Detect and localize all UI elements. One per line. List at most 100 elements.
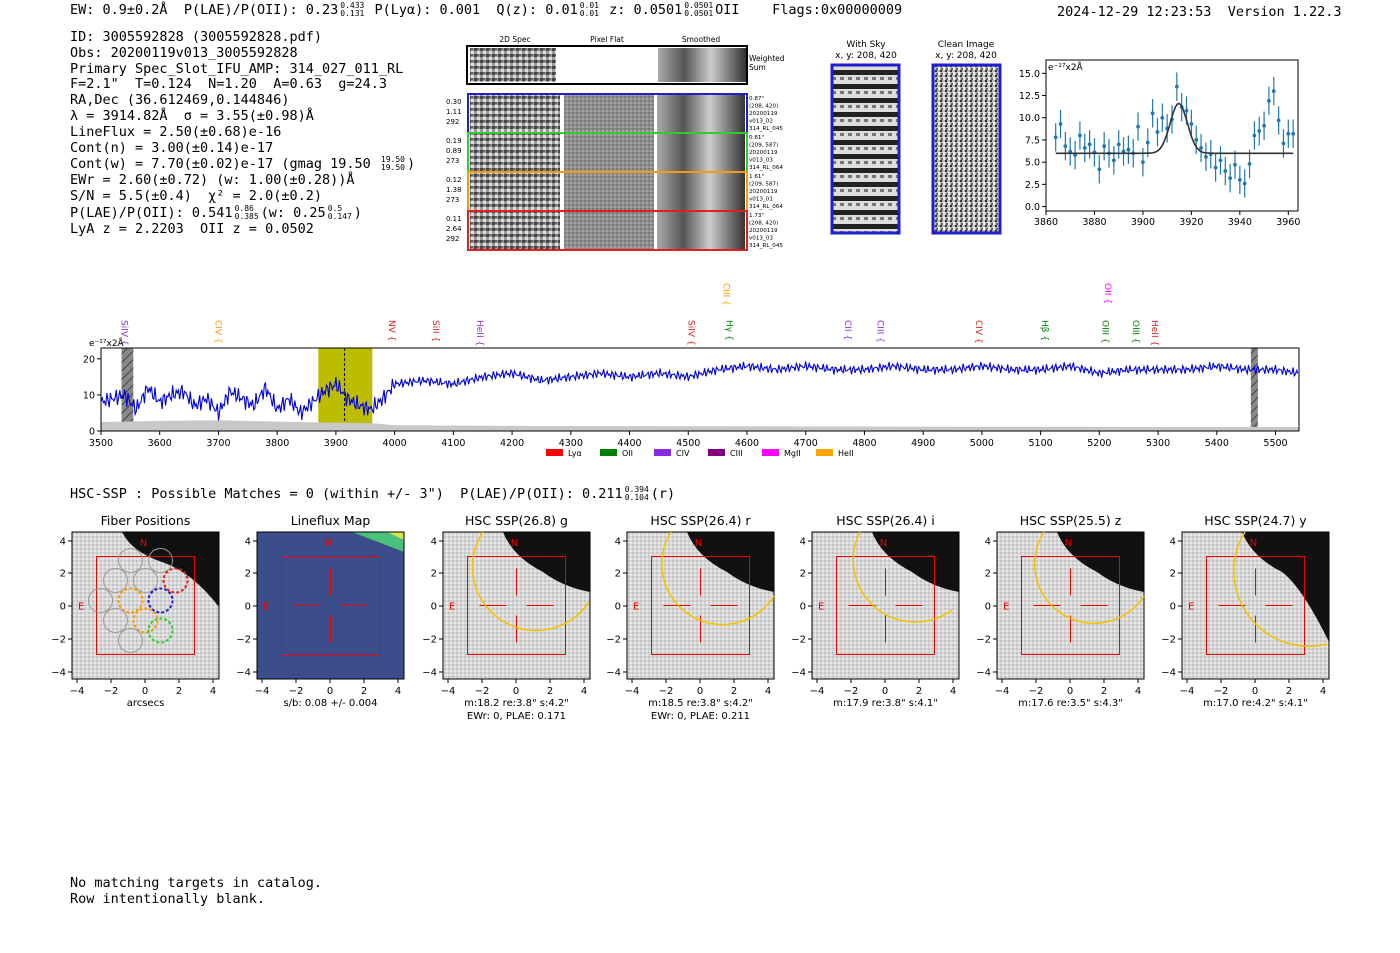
spectral-line-label: HeII {: [474, 320, 484, 346]
line-fit-frame: [1045, 59, 1299, 212]
y-tick-label: −4: [976, 668, 991, 679]
fiber-circle: [147, 587, 174, 614]
data-point: [1291, 131, 1296, 136]
x-tick-label: −4: [995, 686, 1010, 697]
y-tick-label: 4: [800, 537, 806, 548]
with-sky-image: [830, 63, 901, 235]
cutout-right-label: 314_RL_064: [749, 204, 783, 210]
y-tick-label: 0: [89, 427, 95, 438]
y-tick-label: 0: [615, 602, 621, 613]
x-tick-label: 3920: [1179, 217, 1203, 228]
x-tick-label: 3700: [206, 438, 230, 449]
data-point: [1078, 133, 1082, 138]
east-label: E: [263, 602, 269, 613]
line-fit-chart: e⁻¹⁷x2Å 3860 3880 3900 3920 3940 3960 0.0 2.5 5.…: [1019, 59, 1300, 228]
y-tick-label: 10.0: [1019, 113, 1040, 124]
y-tick-label: −2: [976, 635, 991, 646]
x-tick-label: 2: [1286, 686, 1292, 697]
info-id: ID: 3005592828 (3005592828.pdf): [70, 29, 322, 45]
plae-text: P(LAE)/P(OII): 0.541: [70, 204, 233, 221]
cutout-pixelflat: [564, 212, 654, 249]
fiber-circle: [133, 568, 158, 593]
cutout-pixelflat: [564, 134, 654, 171]
hsc-title-text: HSC-SSP : Possible Matches = 0 (within +…: [70, 486, 623, 502]
hsc-panel: Lineflux Map N E −4 −2 0 2 4 4 2 0 −2 −4 s/b: 0.08 +/…: [236, 513, 405, 709]
aperture-box: [1206, 556, 1305, 655]
y-tick-label: −2: [791, 635, 806, 646]
info-lyaz: LyA z = 2.2203 OII z = 0.0502: [70, 220, 314, 237]
y-tick-label: 4: [431, 537, 437, 548]
legend-label: Lyα: [568, 449, 582, 458]
info-obs: Obs: 20200119v013_3005592828: [70, 44, 298, 61]
spectrum-flux-line: [100, 361, 1299, 421]
hsc-caption: s/b: 0.08 +/- 0.004: [283, 698, 377, 709]
y-tick-label: −4: [791, 668, 806, 679]
data-point: [1155, 130, 1160, 134]
hsc-panel: HSC SSP(26.8) g N E −4 −2 0 2 4 4 2 0 −2 −4 m:18.2 re…: [422, 513, 591, 722]
fiber-circle: [118, 548, 143, 573]
data-point: [1213, 165, 1218, 170]
x-tick-label: 0: [697, 686, 703, 697]
y-tick-label: 0: [985, 602, 991, 613]
legend-swatch: [654, 449, 671, 456]
x-tick-label: −4: [1180, 686, 1195, 697]
cutout-right-label: v013_03: [749, 158, 773, 164]
y-tick-label: 5.0: [1025, 158, 1040, 169]
line-fit-points: [1053, 72, 1296, 198]
x-tick-label: 4: [765, 686, 771, 697]
x-tick-label: 3800: [265, 438, 289, 449]
east-label: E: [78, 602, 84, 613]
spectrum-background: [121, 348, 1258, 431]
y-tick-label: −2: [606, 635, 621, 646]
cutout-smoothed: [657, 95, 745, 132]
east-label: E: [633, 602, 639, 613]
data-point: [1116, 142, 1121, 147]
data-point: [1136, 124, 1140, 129]
x-tick-label: −2: [289, 686, 304, 697]
y-tick-label: 0.0: [1025, 202, 1040, 213]
y-tick-label: 15.0: [1019, 69, 1040, 80]
cutout-left-label: 0.89: [446, 147, 462, 155]
cutout-right-label: v013_03: [749, 236, 773, 242]
cutout-2dspec: [470, 134, 560, 171]
version: Version 1.22.3: [1227, 4, 1342, 20]
y-tick-label: 0: [1170, 602, 1176, 613]
fiber-circle: [147, 617, 174, 644]
bright-source-region: [872, 532, 959, 592]
x-tick-label: 4: [950, 686, 956, 697]
plae-hi: 0.433: [340, 1, 365, 10]
detection-info: ID: 3005592828 (3005592828.pdf) Obs: 202…: [70, 29, 415, 237]
x-tick-label: 3900: [324, 438, 348, 449]
cutout-row-frame: [467, 210, 748, 251]
data-point: [1257, 129, 1262, 133]
cutout-smoothed: [657, 173, 745, 210]
z-hi: 0.0501: [684, 1, 714, 10]
qz-hi: 0.01: [579, 1, 599, 10]
aperture-ellipse: [852, 531, 953, 623]
y-tick-label: 0: [431, 602, 437, 613]
fiber-circle: [148, 548, 173, 573]
x-tick-label: −4: [810, 686, 825, 697]
hsc-caption-2: EWr: 0, PLAE: 0.171: [467, 711, 566, 722]
y-tick-label: 4: [1170, 537, 1176, 548]
x-tick-label: 2: [731, 686, 737, 697]
x-tick-label: 3600: [148, 438, 172, 449]
x-tick-label: 4: [210, 686, 216, 697]
cutout-right-label: 20200119: [749, 228, 778, 234]
x-tick-label: 3860: [1034, 217, 1058, 228]
data-point: [1189, 122, 1194, 126]
y-tick-label: −2: [236, 635, 251, 646]
cutout-pixelflat: [564, 173, 654, 210]
north-label: N: [325, 538, 332, 549]
plae-w-lo: 0.147: [327, 211, 352, 221]
clean-image: [931, 63, 1002, 235]
legend-swatch: [546, 449, 563, 456]
cutout-right-label: 20200119: [749, 111, 778, 117]
x-tick-label: 2: [1101, 686, 1107, 697]
cutout-panel: 2D Spec Pixel Flat Smoothed Weighted Sum…: [446, 35, 785, 251]
clean-image-title: Clean Image: [938, 40, 995, 50]
y-tick-label: 2: [245, 569, 251, 580]
x-tick-label: 3880: [1082, 217, 1106, 228]
spectral-line-label: Hγ {: [723, 320, 733, 341]
